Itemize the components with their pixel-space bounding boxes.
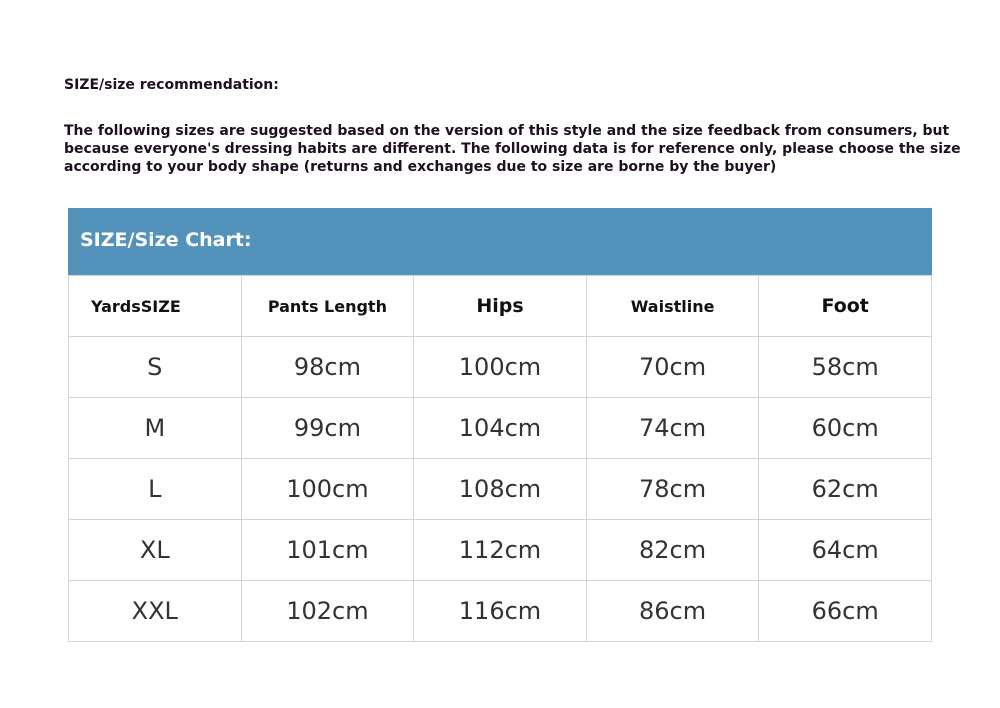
- table-row: XL 101cm 112cm 82cm 64cm: [68, 519, 932, 581]
- size-label: XXL: [68, 580, 242, 642]
- table-cell: 78cm: [585, 458, 760, 520]
- size-label: L: [68, 458, 242, 520]
- table-cell: 116cm: [413, 580, 587, 642]
- column-header: Foot: [758, 275, 932, 337]
- description: The following sizes are suggested based …: [64, 123, 961, 175]
- size-table: YardsSIZE Pants Length Hips Waistline Fo…: [68, 275, 932, 642]
- table-cell: 70cm: [585, 336, 760, 398]
- table-cell: 66cm: [758, 580, 932, 642]
- table-cell: 64cm: [758, 519, 932, 581]
- size-label: M: [68, 397, 242, 459]
- page-title: SIZE/size recommendation:: [64, 77, 279, 93]
- column-header: Waistline: [585, 275, 760, 337]
- table-cell: 98cm: [240, 336, 415, 398]
- table-cell: 82cm: [585, 519, 760, 581]
- table-header-row: YardsSIZE Pants Length Hips Waistline Fo…: [68, 275, 932, 337]
- size-chart: SIZE/Size Chart: YardsSIZE Pants Length …: [68, 208, 932, 642]
- table-cell: 58cm: [758, 336, 932, 398]
- table-row: M 99cm 104cm 74cm 60cm: [68, 397, 932, 459]
- table-cell: 104cm: [413, 397, 587, 459]
- table-cell: 60cm: [758, 397, 932, 459]
- table-row: L 100cm 108cm 78cm 62cm: [68, 458, 932, 520]
- column-header: Pants Length: [240, 275, 415, 337]
- table-cell: 100cm: [240, 458, 415, 520]
- table-cell: 74cm: [585, 397, 760, 459]
- column-header: YardsSIZE: [68, 275, 242, 337]
- table-cell: 100cm: [413, 336, 587, 398]
- table-cell: 99cm: [240, 397, 415, 459]
- table-cell: 62cm: [758, 458, 932, 520]
- table-cell: 108cm: [413, 458, 587, 520]
- table-cell: 102cm: [240, 580, 415, 642]
- table-cell: 86cm: [585, 580, 760, 642]
- table-row: S 98cm 100cm 70cm 58cm: [68, 336, 932, 398]
- size-label: S: [68, 336, 242, 398]
- table-cell: 101cm: [240, 519, 415, 581]
- table-row: XXL 102cm 116cm 86cm 66cm: [68, 580, 932, 642]
- size-label: XL: [68, 519, 242, 581]
- table-cell: 112cm: [413, 519, 587, 581]
- size-chart-heading: SIZE/Size Chart:: [68, 208, 932, 275]
- column-header: Hips: [413, 275, 587, 337]
